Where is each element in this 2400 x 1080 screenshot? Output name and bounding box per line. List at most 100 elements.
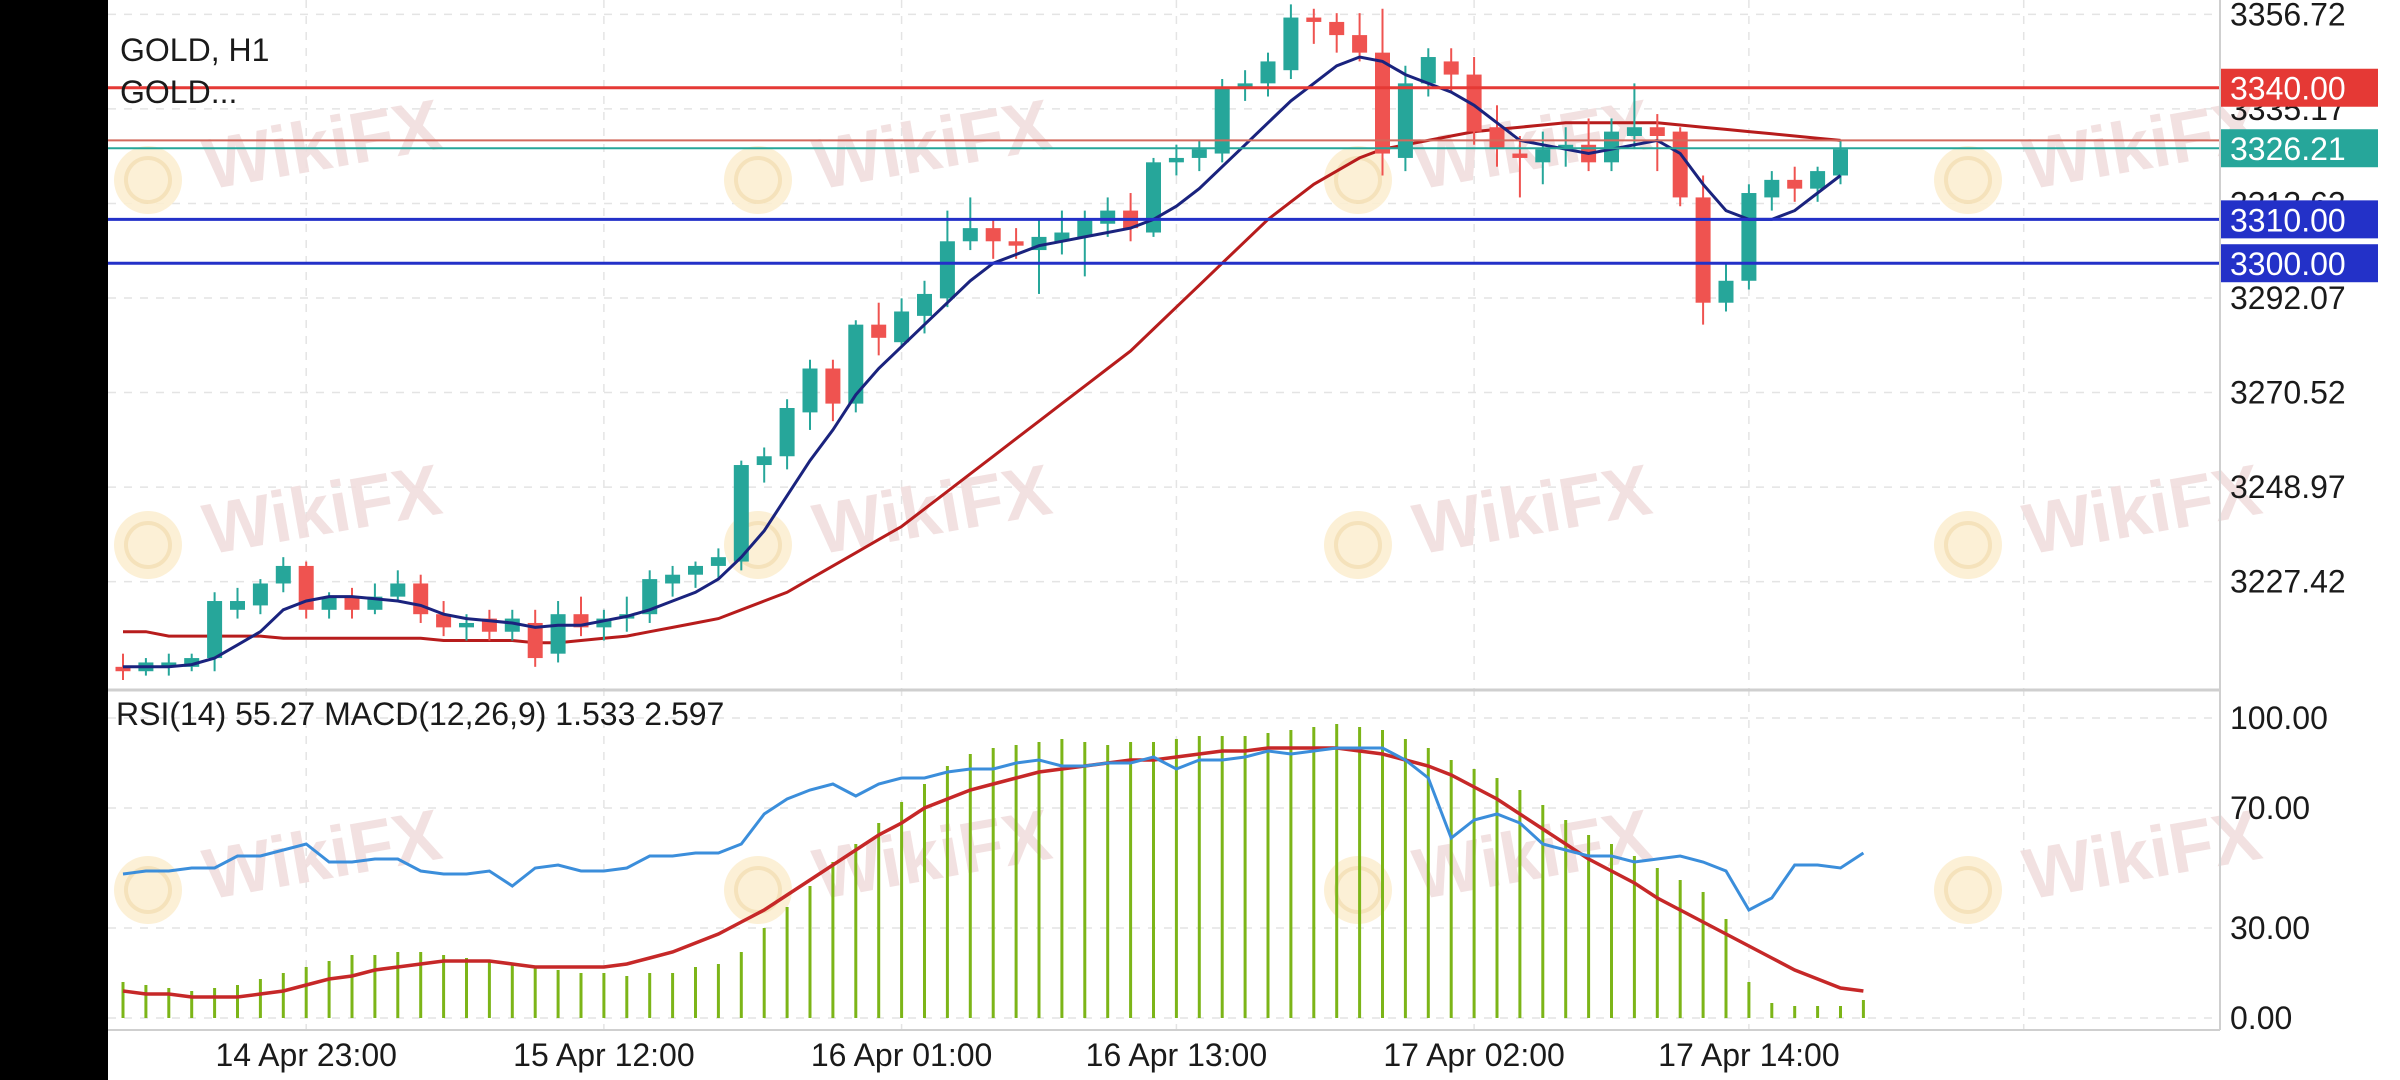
candle-body <box>344 596 360 610</box>
bull-candle <box>1397 65 1413 172</box>
candle-body <box>642 579 658 615</box>
watermark-logo-icon <box>114 856 182 924</box>
bull-candle <box>1237 70 1253 101</box>
bear-candle <box>1672 127 1688 207</box>
level-price-tag-label: 3310.00 <box>2230 202 2346 238</box>
macd-signal-line <box>122 746 1864 999</box>
watermark-text: WikiFX <box>1407 85 1657 205</box>
time-axis[interactable]: 14 Apr 23:00 15 Apr 12:00 16 Apr 01:00 16 A… <box>108 1029 2220 1073</box>
candle-body <box>1695 197 1711 303</box>
candle-body <box>688 565 703 575</box>
wikifx-watermark: WikiFX <box>724 795 1057 924</box>
watermark-logo-icon <box>724 856 792 924</box>
candle-body <box>1191 149 1207 158</box>
candle-body <box>1008 241 1024 246</box>
time-tick-label: 17 Apr 14:00 <box>1658 1037 1839 1073</box>
bull-candle <box>596 609 612 641</box>
candle-body <box>230 601 245 610</box>
bull-candle <box>1146 157 1161 237</box>
bear-candle <box>1306 8 1322 44</box>
rsi-line <box>122 746 1865 912</box>
watermark-logo-ring <box>734 156 782 204</box>
candle-body <box>1283 17 1299 71</box>
watermark-logo-icon <box>114 146 182 214</box>
watermark-logo-ring <box>1944 866 1992 914</box>
watermark-logo-icon <box>1934 511 2002 579</box>
candle-body <box>1535 149 1551 163</box>
bear-candle <box>985 219 1001 259</box>
bear-candle <box>1649 114 1665 172</box>
candle-body <box>894 311 910 343</box>
bull-candle <box>848 320 864 413</box>
bear-candle <box>1329 13 1345 53</box>
candle-body <box>321 596 337 610</box>
trading-chart[interactable]: WikiFX WikiFX WikiFX WikiFX WikiFX WikiFX Wiki… <box>108 0 2400 1080</box>
candle-body <box>1558 144 1574 150</box>
bear-candle <box>481 609 497 641</box>
candle-body <box>1672 131 1688 198</box>
bear-candle <box>527 609 543 667</box>
bull-candle <box>642 570 658 623</box>
candle-body <box>527 622 543 659</box>
candle-body <box>1649 127 1665 136</box>
candle-body <box>1512 153 1528 158</box>
candle-body <box>1077 219 1093 237</box>
indicator-axis: 100.00 70.00 30.00 0.00 <box>2230 700 2328 1036</box>
chart-canvas[interactable]: WikiFX WikiFX WikiFX WikiFX WikiFX WikiFX Wiki… <box>108 0 2400 1080</box>
bull-candle <box>962 197 978 251</box>
wikifx-watermark: WikiFX <box>724 85 1057 214</box>
bear-candle <box>436 601 452 637</box>
indicator-tick-label: 70.00 <box>2230 790 2310 826</box>
bull-candle <box>779 399 795 470</box>
watermark-text: WikiFX <box>197 450 447 570</box>
horizontal-levels[interactable] <box>108 86 2220 265</box>
candle-body <box>1237 83 1253 88</box>
watermark-logo-ring <box>124 156 172 204</box>
grid-lines <box>108 0 2220 1030</box>
indicator-tick-label: 0.00 <box>2230 1000 2292 1036</box>
bull-candle <box>275 557 291 593</box>
candle-body <box>917 293 932 316</box>
indicator-label: RSI(14) 55.27 MACD(12,26,9) 1.533 2.597 <box>116 696 725 732</box>
bear-candle <box>825 359 841 422</box>
bear-candle <box>1375 8 1390 176</box>
bull-candle <box>894 298 910 347</box>
bull-candle <box>252 579 268 615</box>
bull-candle <box>161 653 177 676</box>
watermark-logo-ring <box>124 866 172 914</box>
bull-candle <box>1031 219 1047 294</box>
bear-candle <box>1123 193 1139 242</box>
candle-body <box>1787 179 1803 189</box>
watermark-logo-icon <box>1324 146 1392 214</box>
level-price-tag <box>2220 244 2378 283</box>
bull-candle <box>390 570 406 602</box>
candle-body <box>550 614 566 654</box>
bull-candle <box>1420 48 1436 97</box>
watermark-text: WikiFX <box>807 85 1057 205</box>
bear-candle <box>1352 13 1368 62</box>
bull-candle <box>802 359 818 430</box>
bull-candle <box>230 587 245 619</box>
time-tick-label: 17 Apr 02:00 <box>1383 1037 1564 1073</box>
candle-body <box>1764 179 1780 198</box>
candle-body <box>825 368 841 404</box>
bull-candle <box>1810 166 1826 202</box>
candle-body <box>1718 280 1734 303</box>
candle-body <box>962 228 978 242</box>
pane-separator[interactable] <box>108 0 2221 1030</box>
watermark-logo-ring <box>1944 521 1992 569</box>
candle-body <box>275 565 291 584</box>
wikifx-watermark: WikiFX <box>724 450 1057 579</box>
wikifx-watermark: WikiFX <box>1934 85 2267 214</box>
time-tick-label: 15 Apr 12:00 <box>513 1037 694 1073</box>
bull-candle <box>184 653 200 672</box>
candle-body <box>1100 210 1116 224</box>
bull-candle <box>939 210 955 308</box>
bull-candle <box>1260 52 1276 97</box>
candle-body <box>1375 52 1390 154</box>
bear-candle <box>344 587 360 619</box>
price-axis[interactable]: 3356.723335.173313.623292.073270.523248.… <box>2220 0 2378 600</box>
candle-body <box>1168 157 1184 163</box>
time-tick-label: 14 Apr 23:00 <box>215 1037 396 1073</box>
indicator-tick-label: 100.00 <box>2230 700 2328 736</box>
